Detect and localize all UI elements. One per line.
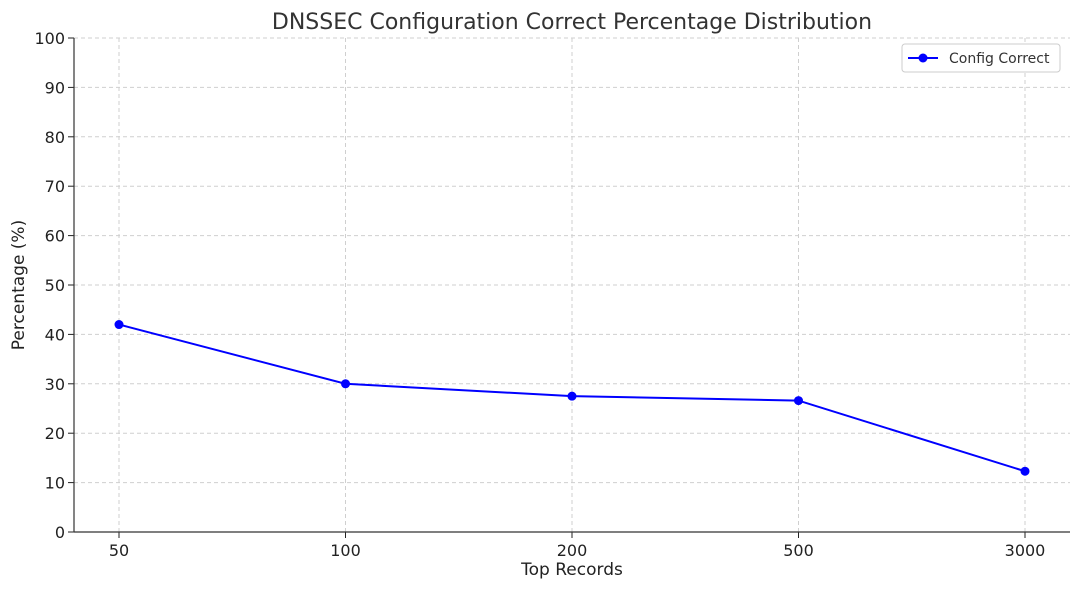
legend: Config Correct bbox=[901, 43, 1061, 73]
data-point bbox=[114, 320, 124, 330]
tick-labels: 0 10 20 30 40 50 60 70 80 90 100 50 100 200 500 3000 bbox=[34, 29, 1045, 560]
y-tick-label: 0 bbox=[55, 523, 65, 542]
y-tick-label: 30 bbox=[45, 375, 65, 394]
x-tick-label: 3000 bbox=[1005, 541, 1046, 560]
x-axis-label: Top Records bbox=[520, 560, 623, 580]
legend-marker-swatch bbox=[918, 53, 928, 63]
data-point bbox=[567, 391, 577, 401]
data-point bbox=[341, 379, 350, 389]
y-tick-label: 90 bbox=[45, 78, 65, 97]
y-tick-label: 100 bbox=[34, 29, 65, 48]
y-tick-label: 40 bbox=[45, 325, 65, 344]
grid-lines bbox=[74, 37, 1070, 533]
y-axis-label: Percentage (%) bbox=[9, 220, 29, 350]
y-tick-label: 20 bbox=[45, 424, 65, 443]
y-tick-label: 10 bbox=[45, 474, 65, 493]
x-tick-label: 100 bbox=[330, 541, 361, 560]
y-tick-label: 80 bbox=[45, 128, 65, 147]
y-tick-label: 70 bbox=[45, 177, 65, 196]
x-tick-label: 200 bbox=[557, 541, 588, 560]
legend-box bbox=[901, 43, 1061, 73]
axes bbox=[68, 37, 1070, 538]
x-tick-label: 50 bbox=[109, 541, 129, 560]
data-point bbox=[1020, 466, 1030, 476]
series-layer bbox=[114, 320, 1030, 476]
chart-title: DNSSEC Configuration Correct Percentage … bbox=[272, 10, 872, 35]
y-tick-label: 50 bbox=[45, 276, 65, 295]
legend-label: Config Correct bbox=[949, 51, 1050, 67]
x-tick-label: 500 bbox=[783, 541, 814, 560]
data-point bbox=[794, 396, 803, 406]
y-tick-label: 60 bbox=[45, 227, 65, 246]
